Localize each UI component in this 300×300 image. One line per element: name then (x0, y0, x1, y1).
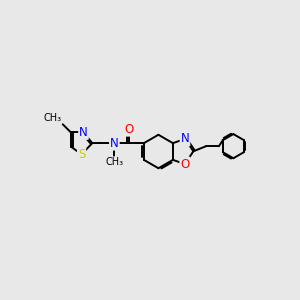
Text: N: N (110, 136, 119, 150)
Text: S: S (78, 148, 85, 161)
Text: O: O (124, 123, 134, 136)
Text: N: N (181, 132, 189, 146)
Text: CH₃: CH₃ (105, 157, 123, 167)
Text: CH₃: CH₃ (44, 113, 62, 123)
Text: O: O (180, 158, 190, 171)
Text: N: N (79, 126, 88, 139)
